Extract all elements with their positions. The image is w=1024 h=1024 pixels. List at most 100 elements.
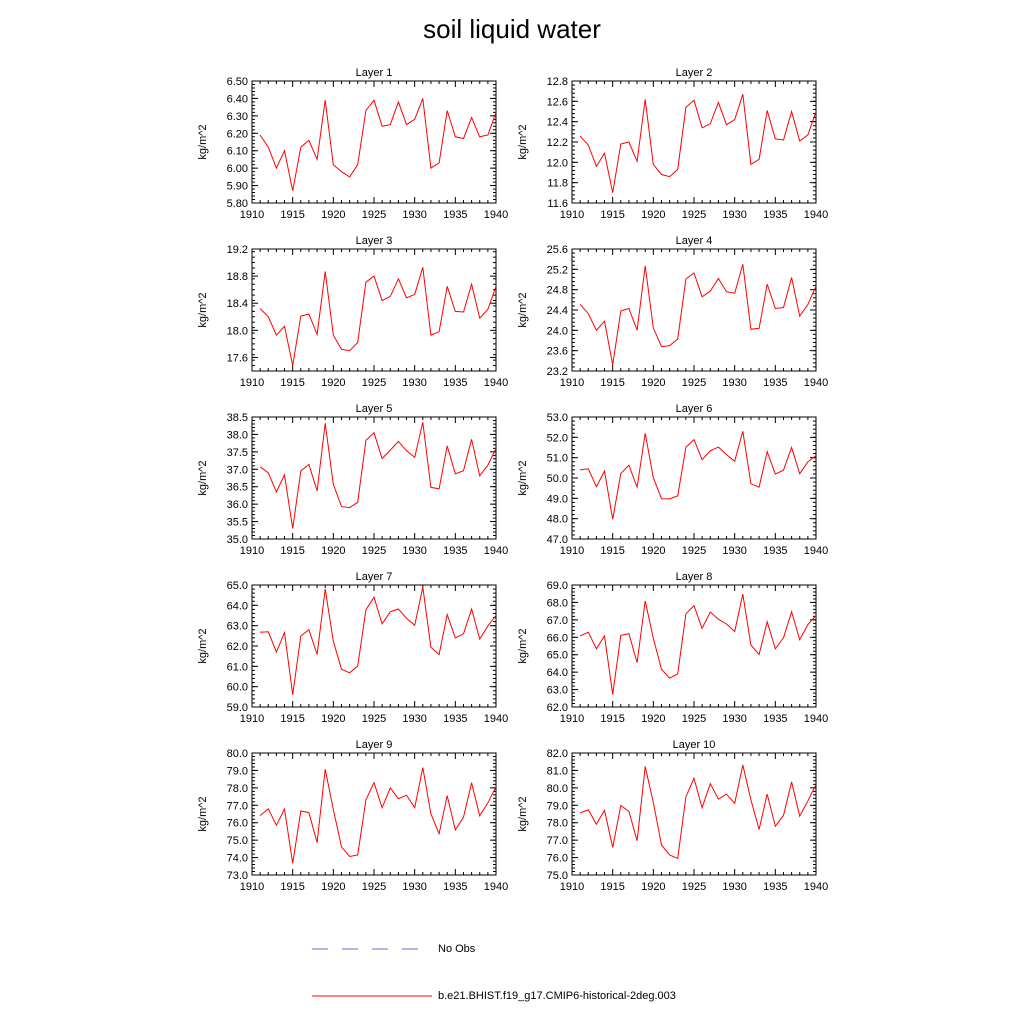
x-tick-label: 1935 [763, 545, 787, 557]
y-tick-label: 60.0 [227, 682, 248, 694]
y-tick-label: 24.0 [547, 325, 568, 337]
x-tick-label: 1920 [641, 209, 665, 221]
y-tick-label: 37.0 [227, 464, 248, 476]
y-axis-label: kg/m^2 [517, 628, 529, 663]
y-tick-label: 48.0 [547, 514, 568, 526]
x-tick-label: 1935 [763, 881, 787, 893]
y-tick-label: 18.0 [227, 325, 248, 337]
x-tick-label: 1940 [484, 881, 508, 893]
x-tick-label: 1935 [763, 377, 787, 389]
x-tick-label: 1930 [402, 881, 426, 893]
y-tick-label: 78.0 [227, 783, 248, 795]
y-tick-label: 79.0 [227, 765, 248, 777]
x-tick-label: 1940 [804, 545, 828, 557]
y-axis-label: kg/m^2 [197, 460, 209, 495]
y-axis-label: kg/m^2 [197, 292, 209, 327]
y-tick-label: 6.00 [227, 163, 248, 175]
y-axis-label: kg/m^2 [197, 124, 209, 159]
x-tick-label: 1930 [722, 713, 746, 725]
plot-frame [571, 80, 817, 204]
x-tick-label: 1915 [600, 881, 624, 893]
x-tick-label: 1920 [321, 377, 345, 389]
y-axis-label: kg/m^2 [517, 460, 529, 495]
x-tick-label: 1915 [280, 545, 304, 557]
chart-panel-6: Layer 6 kg/m^2 1910 1915 1920 1925 1930 1935 194… [517, 403, 828, 557]
series-line [579, 593, 817, 695]
y-tick-label: 53.0 [547, 412, 568, 424]
y-tick-label: 75.0 [547, 870, 568, 882]
x-tick-label: 1910 [240, 545, 264, 557]
series-line [260, 586, 497, 695]
x-tick-label: 1925 [682, 209, 706, 221]
y-axis-label: kg/m^2 [517, 796, 529, 831]
chart-panel-9: Layer 9 kg/m^2 1910 1915 1920 1925 1930 1935 194… [197, 739, 508, 893]
y-tick-label: 49.0 [547, 493, 568, 505]
chart-panel-8: Layer 8 kg/m^2 1910 1915 1920 1925 1930 1935 194… [517, 571, 828, 725]
chart-panel-3: Layer 3 kg/m^2 1910 1915 1920 1925 1930 1935 194… [197, 235, 508, 389]
x-tick-label: 1930 [402, 209, 426, 221]
x-tick-label: 1915 [600, 377, 624, 389]
x-tick-label: 1930 [722, 209, 746, 221]
y-tick-label: 6.10 [227, 146, 248, 158]
chart-title: Layer 5 [356, 403, 393, 415]
x-tick-label: 1935 [443, 713, 467, 725]
y-tick-label: 73.0 [227, 870, 248, 882]
y-tick-label: 64.0 [227, 600, 248, 612]
y-tick-label: 38.5 [227, 412, 248, 424]
y-tick-label: 38.0 [227, 429, 248, 441]
series-line [259, 98, 497, 191]
x-tick-label: 1930 [722, 881, 746, 893]
x-tick-label: 1925 [682, 545, 706, 557]
x-tick-label: 1920 [321, 713, 345, 725]
chart-title: Layer 7 [356, 571, 393, 583]
y-tick-label: 18.4 [227, 298, 248, 310]
chart-panel-4: Layer 4 kg/m^2 1910 1915 1920 1925 1930 1935 194… [517, 235, 828, 389]
x-tick-label: 1940 [484, 377, 508, 389]
y-tick-label: 12.0 [547, 157, 568, 169]
chart-title: Layer 1 [356, 67, 393, 79]
y-tick-label: 6.20 [227, 128, 248, 140]
y-tick-label: 6.50 [227, 76, 248, 88]
y-tick-label: 66.0 [547, 632, 568, 644]
y-tick-label: 62.0 [547, 702, 568, 714]
y-tick-label: 6.30 [227, 111, 248, 123]
x-tick-label: 1940 [804, 713, 828, 725]
x-tick-label: 1940 [484, 209, 508, 221]
x-tick-label: 1920 [321, 209, 345, 221]
y-tick-label: 64.0 [547, 667, 568, 679]
y-tick-label: 77.0 [227, 800, 248, 812]
y-tick-label: 80.0 [547, 783, 568, 795]
plot-frame [251, 80, 497, 204]
y-tick-label: 78.0 [547, 818, 568, 830]
chart-title: Layer 9 [356, 739, 393, 751]
x-tick-label: 1915 [600, 209, 624, 221]
y-tick-label: 24.4 [547, 305, 568, 317]
x-tick-label: 1910 [560, 377, 584, 389]
y-tick-label: 68.0 [547, 597, 568, 609]
y-tick-label: 76.0 [227, 818, 248, 830]
x-tick-label: 1925 [682, 881, 706, 893]
y-tick-label: 51.0 [547, 453, 568, 465]
y-tick-label: 5.90 [227, 181, 248, 193]
x-tick-label: 1925 [362, 545, 386, 557]
x-tick-label: 1915 [280, 881, 304, 893]
plot-frame [571, 584, 817, 708]
y-tick-label: 5.80 [227, 198, 248, 210]
x-tick-label: 1925 [362, 377, 386, 389]
x-tick-label: 1910 [560, 713, 584, 725]
y-tick-label: 74.0 [227, 853, 248, 865]
y-tick-label: 11.8 [547, 178, 568, 190]
series-line [579, 94, 817, 193]
y-tick-label: 23.2 [547, 366, 568, 378]
y-tick-label: 19.2 [227, 244, 248, 256]
y-tick-label: 11.6 [547, 198, 568, 210]
legend-model-label: b.e21.BHIST.f19_g17.CMIP6-historical-2de… [438, 990, 676, 1002]
y-tick-label: 61.0 [227, 661, 248, 673]
y-tick-label: 65.0 [547, 650, 568, 662]
plot-frame [251, 752, 497, 876]
page-title: soil liquid water [423, 14, 601, 44]
y-axis-label: kg/m^2 [517, 124, 529, 159]
y-axis-label: kg/m^2 [517, 292, 529, 327]
plot-frame [571, 248, 817, 372]
